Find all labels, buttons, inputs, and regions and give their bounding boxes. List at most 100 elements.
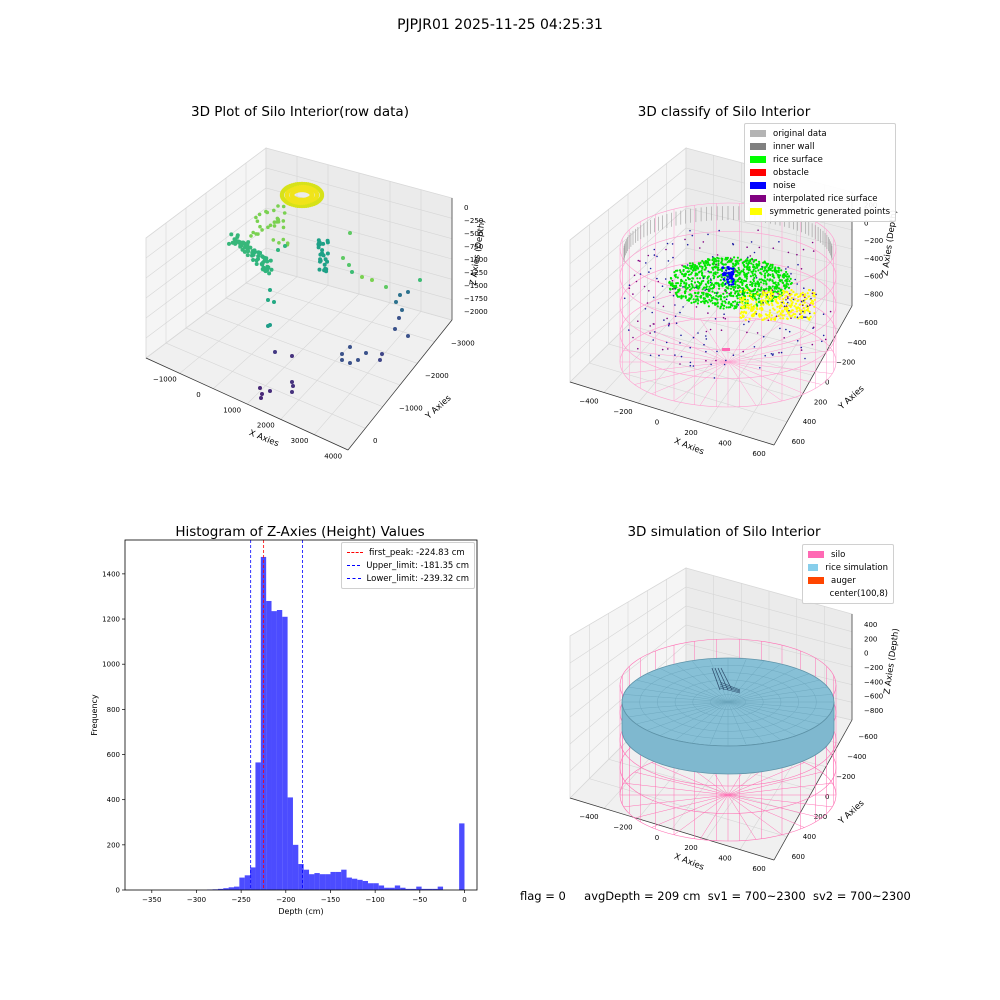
rice-surface-point [680,278,683,281]
noise-point [800,268,803,270]
rice-surface-point [705,266,708,269]
rice-surface-point [693,281,697,284]
rice-surface-point [672,284,676,287]
histogram-bar [426,888,433,890]
rice-surface-point [743,265,746,268]
rice-surface-point [693,291,697,294]
symmetric-point [743,296,747,300]
raw-point [325,251,330,256]
legend-line [347,552,363,553]
symmetric-point [752,308,755,311]
rice-surface-point [732,263,735,266]
noise-point [731,281,734,284]
rice-surface-point [717,257,720,260]
noise-point [628,284,631,286]
rice-surface-point [723,304,726,307]
rice-surface-point [700,282,703,285]
rice-surface-point [669,276,672,280]
noise-point [811,343,814,346]
rice-surface-point [732,294,735,297]
rice-surface-point [692,301,696,304]
noise-point [775,315,778,317]
symmetric-point [764,299,767,303]
symmetric-point [785,310,789,313]
legend-label: Upper_limit: -181.35 cm [366,560,469,571]
grid-line [145,187,453,279]
raw-point [245,253,250,258]
noise-point [705,330,708,333]
rice-surface-point [727,301,731,304]
rice-surface-point [695,265,698,268]
rice-surface-point [723,296,726,299]
rice-surface-point [683,282,686,285]
noise-point [787,266,789,268]
histogram-bar [410,888,417,890]
noise-point [725,270,728,272]
rice-surface-point [676,282,679,285]
raw-point [254,215,258,220]
rice-surface-point [734,268,737,271]
symmetric-point [747,294,750,298]
noise-point [705,338,708,340]
noise-point [648,271,650,273]
legend-line [347,565,361,566]
noise-point [667,348,669,350]
rice-surface-point [701,288,704,291]
histogram-bar [325,874,331,890]
rice-surface-point [757,260,761,263]
symmetric-point [748,291,751,294]
noise-point [639,260,641,262]
rice-surface-point [721,285,724,288]
silo-wire-floor-spoke [651,762,729,796]
noise-point [803,316,805,318]
rice-surface-point [703,302,706,305]
rice-surface-side [621,701,835,775]
rice-mesh-spoke [727,673,810,703]
raw-point [406,290,410,294]
noise-point [751,259,754,261]
raw-point [246,249,251,254]
raw-point [268,389,272,393]
noise-point [730,270,733,274]
rice-surface-point [783,285,786,288]
rice-surface-point [703,286,706,289]
raw-point [394,300,398,304]
noise-point [735,270,737,272]
histogram-bar [368,883,374,890]
rice-surface-point [780,291,783,294]
noise-point [783,337,785,339]
noise-point [689,346,691,349]
rice-surface-point [702,293,705,296]
rice-surface-point [763,274,766,277]
raw-point [266,298,270,302]
rice-surface-point [786,273,789,276]
histogram-bar [298,864,304,890]
symmetric-point [767,297,770,300]
raw-point [260,260,265,265]
symmetric-point [741,302,744,305]
symmetric-point [791,301,794,304]
rice-surface-point [705,286,708,289]
noise-point [800,300,803,303]
rice-surface-point [690,295,693,299]
rice-surface-point [741,283,744,286]
rice-surface-point [747,288,750,291]
symmetric-point [782,293,785,296]
noise-point [788,330,791,333]
symmetric-point [779,317,782,320]
symmetric-point [796,310,799,313]
histogram-bar [282,616,288,890]
rice-surface-point [694,300,697,303]
symmetric-point [739,290,742,293]
z-tick-label: −2000 [464,308,488,316]
rice-surface-point [684,266,687,269]
rice-surface-point [671,282,674,285]
y-tick-label: 1200 [102,616,120,624]
rice-surface-point [688,285,691,288]
symmetric-point [766,314,769,317]
x-tick-label: 0 [196,391,200,399]
rice-surface-point [703,268,706,271]
silo-wire-floor-spoke [673,794,729,836]
rice-surface-point [714,273,717,276]
rice-surface-point [748,266,751,269]
